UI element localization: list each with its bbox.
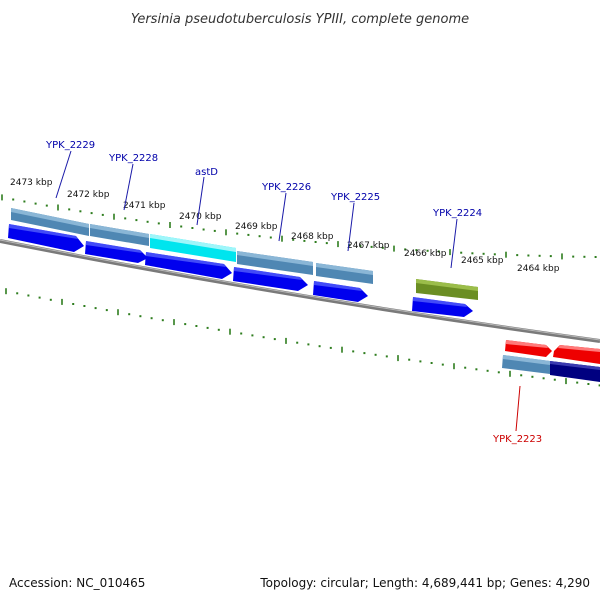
gene-feature-ypk-2225[interactable] <box>316 263 373 284</box>
gene-label-ypk-2228[interactable]: YPK_2228 <box>108 153 158 164</box>
gene-label-ypk-2229[interactable]: YPK_2229 <box>45 140 95 151</box>
cds-arrow-red-2[interactable] <box>553 345 600 364</box>
gene-feature-ypk-2223[interactable] <box>502 355 550 374</box>
tick-label: 2465 kbp <box>461 256 504 266</box>
gene-label-astd[interactable]: astD <box>195 167 218 178</box>
tick-label: 2472 kbp <box>67 190 110 200</box>
cds-feature-navy[interactable] <box>550 361 600 382</box>
gene-feature-ypk-2229[interactable] <box>11 208 89 236</box>
gene-label-ypk-2226[interactable]: YPK_2226 <box>261 182 311 193</box>
tick-label: 2471 kbp <box>123 201 166 211</box>
outer-tick-ring <box>1 194 597 260</box>
accession-text: Accession: NC_010465 <box>9 576 146 590</box>
cds-arrow-highlights <box>9 224 467 307</box>
genome-title: Yersinia pseudotuberculosis YPIII, compl… <box>131 12 469 27</box>
tick-label: 2473 kbp <box>10 178 53 188</box>
tick-label: 2470 kbp <box>179 212 222 222</box>
tick-label: 2466 kbp <box>404 249 447 259</box>
gene-feature-ypk-2226[interactable] <box>237 251 313 275</box>
inner-tick-ring <box>5 288 600 387</box>
topology-text: Topology: circular; Length: 4,689,441 bp… <box>260 576 590 590</box>
genome-backbone-highlight <box>0 239 600 341</box>
genome-backbone <box>0 239 600 343</box>
leader-line-red <box>515 385 521 432</box>
tick-label: 2469 kbp <box>235 222 278 232</box>
gene-label-ypk-2225[interactable]: YPK_2225 <box>330 192 380 203</box>
cds-arrow[interactable] <box>8 224 84 252</box>
gene-feature-ypk-2224[interactable] <box>416 279 478 300</box>
gene-feature-ypk-2228[interactable] <box>90 224 149 246</box>
tick-label: 2467 kbp <box>347 241 390 251</box>
gene-label-ypk-2223[interactable]: YPK_2223 <box>492 434 542 445</box>
cds-arrow-red-1[interactable] <box>505 340 552 357</box>
gene-feature-astd[interactable] <box>150 234 236 262</box>
tick-label: 2468 kbp <box>291 232 334 242</box>
tick-label: 2464 kbp <box>517 264 560 274</box>
gene-label-ypk-2224[interactable]: YPK_2224 <box>432 208 482 219</box>
leader-lines <box>55 150 458 269</box>
